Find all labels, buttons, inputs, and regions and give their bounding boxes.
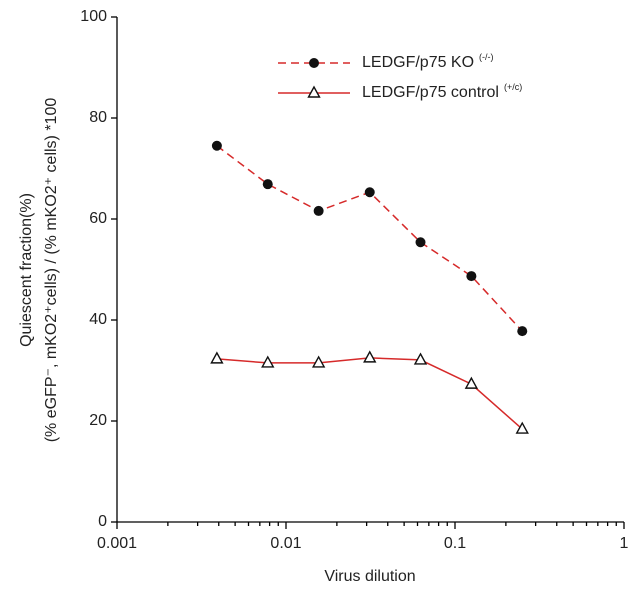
series-line — [216, 145, 523, 332]
legend-name: LEDGF/p75 KO — [362, 54, 474, 71]
x-tick-label: 0.1 — [444, 535, 466, 552]
point — [413, 352, 428, 365]
x-axis-title: Virus dilution — [324, 568, 415, 585]
point — [211, 140, 222, 151]
point — [517, 326, 528, 337]
y-tick-label: 60 — [89, 210, 107, 227]
y-tick-label: 20 — [89, 412, 107, 429]
legend-marker — [307, 85, 321, 98]
legend-label: LEDGF/p75 KO (-/-) — [362, 52, 494, 71]
y-tick-label: 0 — [98, 513, 107, 530]
y-tick-label: 40 — [89, 311, 107, 328]
y-tick-label: 100 — [80, 8, 107, 25]
point — [363, 350, 377, 363]
legend-name: LEDGF/p75 control — [362, 84, 499, 101]
series-line — [216, 357, 523, 430]
legend-superscript: (+/c) — [504, 82, 522, 92]
point — [313, 205, 324, 216]
legend-marker — [309, 58, 319, 68]
point — [415, 237, 426, 248]
point — [364, 187, 375, 198]
point — [262, 179, 273, 190]
y-axis-title: (% eGFP⁻, mKO2⁺cells) / (% mKO2⁺ cells) … — [43, 98, 60, 443]
legend-label: LEDGF/p75 control (+/c) — [362, 82, 522, 101]
x-tick-label: 1 — [620, 535, 629, 552]
x-tick-label: 0.01 — [270, 535, 301, 552]
point — [261, 355, 275, 368]
point — [466, 271, 477, 282]
point — [311, 355, 326, 368]
point — [515, 421, 529, 434]
y-axis-title: Quiescent fraction(%) — [18, 193, 35, 347]
point — [210, 351, 224, 364]
x-tick-label: 0.001 — [97, 535, 137, 552]
point — [464, 376, 479, 389]
y-tick-label: 80 — [89, 109, 107, 126]
legend-superscript: (-/-) — [479, 52, 494, 62]
